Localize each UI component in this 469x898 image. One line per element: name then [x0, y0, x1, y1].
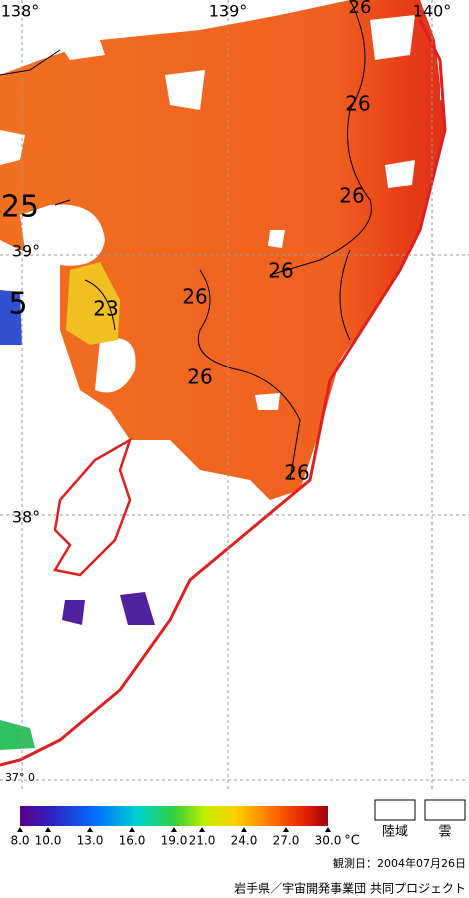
colorbar — [20, 806, 328, 826]
graticule-label: 38° — [12, 508, 40, 527]
colorbar-tick — [87, 827, 93, 832]
colorbar-tick — [17, 827, 23, 832]
colorbar-tick — [171, 827, 177, 832]
graticule-label: 37° 0 — [5, 771, 35, 784]
land-swatch — [374, 799, 416, 821]
cold-patch — [0, 290, 22, 345]
island-coastline — [53, 437, 133, 577]
contour-label: 26 — [339, 184, 364, 208]
contour-label: 5 — [8, 287, 27, 322]
legend-label: 陸域 — [382, 824, 408, 840]
colorbar-tick-label: 8.0 — [10, 834, 29, 848]
observation-date: 観測日：2004年07月26日 — [333, 856, 466, 870]
graticule-label: 39° — [12, 242, 40, 261]
colorbar-tick-label: 21.0 — [189, 834, 216, 848]
colorbar-tick — [129, 827, 135, 832]
colorbar-tick-label: 24.0 — [231, 834, 258, 848]
contour-label: 26 — [182, 285, 207, 309]
colorbar-tick — [241, 827, 247, 832]
colorbar-tick-label: 19.0 — [161, 834, 188, 848]
clouds — [0, 15, 455, 480]
colorbar-tick-label: 27.0 — [273, 834, 300, 848]
cloud-swatch — [424, 799, 466, 821]
colorbar-tick-label: 10.0 — [35, 834, 62, 848]
contour-label: 26 — [187, 365, 212, 389]
graticule-label: 139° — [209, 2, 248, 21]
contour-label: 26 — [349, 0, 372, 18]
contour-label: 25 — [1, 190, 39, 225]
warm-patch — [66, 262, 120, 345]
colorbar-tick — [45, 827, 51, 832]
colorbar-tick-label: 16.0 — [119, 834, 146, 848]
colorbar-tick — [325, 827, 331, 832]
graticule — [0, 0, 469, 790]
contour-label: 23 — [93, 297, 118, 321]
coastline — [0, 19, 447, 767]
credit: 岩手県／宇宙開発事業団 共同プロジェクト — [234, 881, 466, 896]
warm-patch — [0, 720, 35, 750]
contour-label: 26 — [284, 461, 309, 485]
legend-label: 雲 — [438, 825, 451, 840]
colorbar-tick — [283, 827, 289, 832]
colorbar-tick-label: 13.0 — [77, 834, 104, 848]
colorbar-tick-label: 30.0 — [315, 834, 342, 848]
colorbar-tick — [199, 827, 205, 832]
map: 138° 139° 140° 39° 38° 37° 0 26 26 26 26 26 26 26 25 2… — [0, 0, 469, 790]
graticule-label: 140° — [413, 2, 452, 21]
graticule-label: 138° — [1, 2, 40, 21]
colorbar-unit: °C — [344, 834, 360, 849]
contour-label: 26 — [268, 259, 293, 283]
contour-label: 26 — [345, 92, 370, 116]
contours — [0, 0, 372, 481]
cold-patch — [62, 592, 155, 625]
